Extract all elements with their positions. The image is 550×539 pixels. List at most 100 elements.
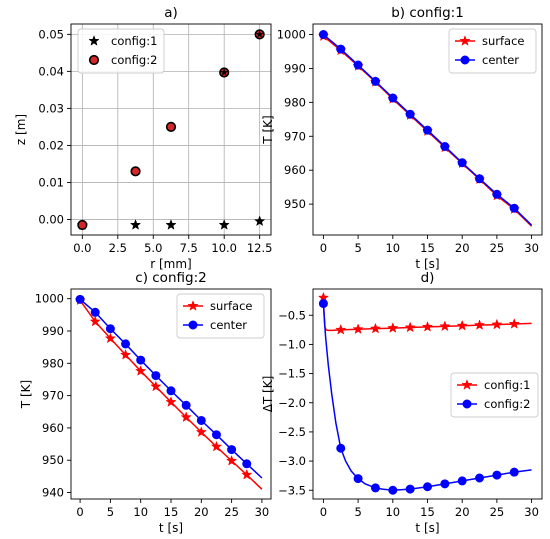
y-axis-label: z [m] bbox=[14, 114, 28, 145]
series-c-surface-marker bbox=[89, 315, 101, 327]
x-axis-label: t [s] bbox=[159, 521, 183, 535]
y-tick-label: −0.5 bbox=[278, 308, 306, 322]
series-a-config-1-point bbox=[129, 219, 142, 230]
series-d-config-1-marker bbox=[473, 319, 486, 330]
legend-box bbox=[450, 372, 539, 418]
y-tick-label: 950 bbox=[284, 197, 306, 211]
x-axis-label: t [s] bbox=[415, 521, 439, 535]
y-tick-label: −1.0 bbox=[278, 337, 306, 351]
panel-b: 0 5 10 15 20 25 30 950 960 970 980 990 1000 b) config… bbox=[261, 5, 543, 271]
x-tick-label: 10 bbox=[385, 241, 400, 255]
x-tick-label: 30 bbox=[524, 241, 539, 255]
x-tick-label: 0 bbox=[320, 505, 327, 519]
series-c-surface-marker bbox=[225, 454, 238, 466]
x-tick-label: 30 bbox=[524, 505, 539, 519]
legend-c: surface center bbox=[176, 293, 265, 339]
x-tick-label: 0 bbox=[76, 505, 83, 519]
legend-box bbox=[77, 28, 165, 74]
legend-marker bbox=[88, 54, 100, 66]
series-b-center-marker bbox=[440, 141, 450, 151]
overlay-star-marker bbox=[220, 68, 229, 76]
x-axis-label: r [mm] bbox=[150, 257, 192, 271]
panel-title: b) config:1 bbox=[391, 5, 464, 21]
series-b-center-marker bbox=[370, 76, 380, 86]
y-axis-label: T [K] bbox=[261, 115, 275, 144]
series-c-center-marker bbox=[90, 307, 100, 317]
series-c-center-marker bbox=[181, 400, 191, 410]
series-b-center-marker bbox=[336, 44, 346, 54]
series-b-center-marker bbox=[423, 125, 432, 135]
y-tick-label: 970 bbox=[284, 129, 306, 143]
y-tick-label: 950 bbox=[42, 453, 64, 467]
legend-d: config:1 config:2 bbox=[450, 372, 539, 418]
series-d-config-2-marker bbox=[440, 479, 450, 489]
x-tick-label: 20 bbox=[194, 505, 209, 519]
x-tick-label: 20 bbox=[455, 241, 470, 255]
series-c-surface-marker bbox=[195, 426, 207, 437]
y-tick-label: 980 bbox=[42, 356, 64, 370]
series-c-surface-marker bbox=[210, 440, 223, 452]
panel-title: a) bbox=[164, 5, 178, 21]
legend-marker bbox=[188, 320, 198, 330]
legend-b: surface center bbox=[448, 28, 537, 74]
y-tick-label: 1000 bbox=[35, 292, 64, 306]
legend-marker bbox=[187, 300, 199, 311]
series-d-config-1-marker bbox=[491, 318, 503, 330]
x-tick-label: 15 bbox=[420, 241, 435, 255]
panel-a: 0.0 2.5 5.0 7.5 10.0 12.5 0.00 0.01 0.02 0.03 0.04… bbox=[14, 5, 272, 271]
x-tick-label: 12.5 bbox=[247, 241, 273, 255]
series-c-center-marker bbox=[166, 386, 176, 396]
x-tick-label: 25 bbox=[490, 241, 505, 255]
series-b-center-marker bbox=[457, 158, 467, 168]
x-tick-label: 5.0 bbox=[144, 241, 162, 255]
y-tick-label: 990 bbox=[284, 61, 306, 75]
x-tick-label: 30 bbox=[255, 505, 270, 519]
series-a-config-1-point bbox=[165, 219, 177, 230]
series-d-config-1-marker bbox=[369, 322, 382, 334]
series-c-center-marker bbox=[136, 355, 146, 365]
series-d-config-1-marker bbox=[335, 323, 347, 335]
series-c-surface-marker bbox=[104, 332, 117, 344]
series-c-center-marker bbox=[121, 339, 131, 349]
series-c-center-marker bbox=[151, 371, 161, 381]
plot-area-b bbox=[317, 30, 533, 227]
series-b-center-marker bbox=[492, 189, 502, 199]
x-tick-label: 7.5 bbox=[180, 241, 198, 255]
series-d-config-1-marker bbox=[421, 321, 434, 332]
x-axis-label: t [s] bbox=[415, 257, 439, 271]
series-b-center-marker bbox=[405, 109, 415, 119]
series-d-config-2-marker bbox=[388, 485, 398, 495]
y-tick-label: 0.04 bbox=[38, 64, 64, 78]
series-d-config-1-marker bbox=[387, 322, 399, 333]
series-d-config-2-marker bbox=[353, 474, 363, 484]
overlay-star-marker bbox=[255, 30, 264, 38]
series-c-center-marker bbox=[105, 324, 115, 334]
x-tick-label: 15 bbox=[420, 505, 435, 519]
y-tick-label: 970 bbox=[42, 389, 64, 403]
x-tick-label: 15 bbox=[164, 505, 179, 519]
series-a-config-2-point bbox=[130, 166, 141, 177]
legend-box bbox=[176, 293, 265, 339]
x-tick-label: 2.5 bbox=[109, 241, 127, 255]
series-b-center-marker bbox=[388, 93, 398, 103]
x-tick-label: 5 bbox=[354, 505, 361, 519]
y-tick-label: −3.5 bbox=[278, 483, 306, 497]
series-c-center-marker bbox=[227, 445, 237, 455]
legend-marker bbox=[88, 35, 100, 46]
legend-a: config:1 config:2 bbox=[77, 28, 165, 74]
legend-entry-label: config:1 bbox=[111, 34, 157, 48]
legend-box bbox=[448, 28, 537, 74]
legend-entry-label: config:1 bbox=[484, 378, 530, 392]
panel-d: 0 5 10 15 20 25 30 −3.5 −3.0 −2.5 −2.0 −1.5 −1.0 −0.5… bbox=[261, 270, 543, 535]
x-tick-label: 25 bbox=[490, 505, 505, 519]
series-d-config-1-marker bbox=[439, 320, 451, 332]
x-tick-label: 25 bbox=[224, 505, 239, 519]
series-d-config-2-marker bbox=[423, 482, 432, 492]
plot-area-d bbox=[317, 291, 532, 495]
legend-entry-label: config:2 bbox=[111, 53, 157, 67]
series-c-center-marker bbox=[196, 415, 206, 425]
series-d-config-2-marker bbox=[370, 483, 380, 493]
x-tick-label: 20 bbox=[455, 505, 470, 519]
